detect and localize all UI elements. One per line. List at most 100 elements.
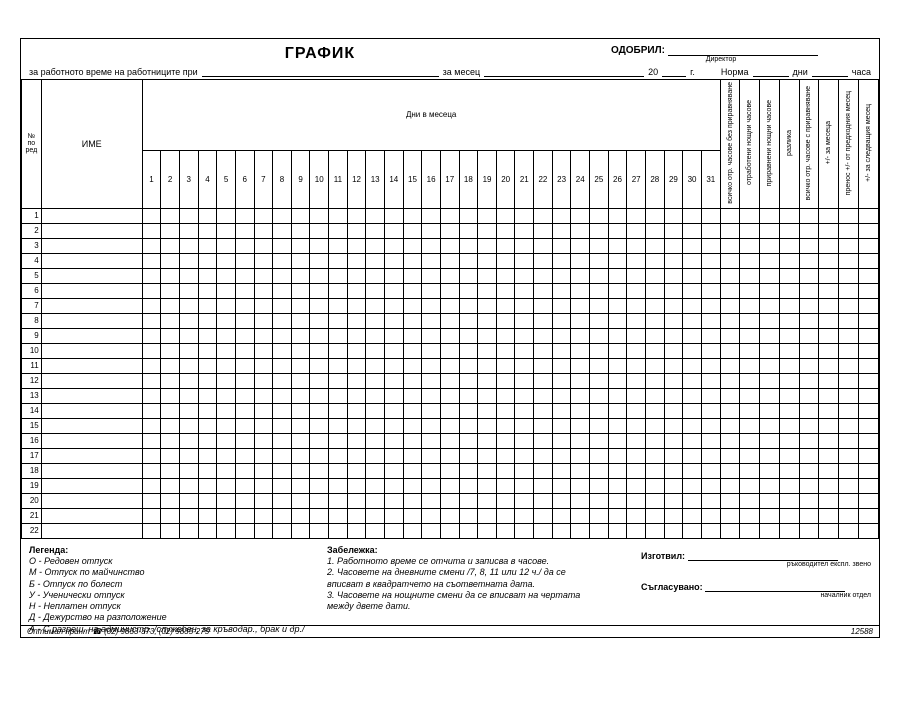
day-cell[interactable] xyxy=(496,373,515,388)
day-cell[interactable] xyxy=(645,403,664,418)
day-cell[interactable] xyxy=(273,343,292,358)
summary-cell[interactable] xyxy=(799,418,819,433)
day-cell[interactable] xyxy=(683,448,702,463)
norm-days-line[interactable] xyxy=(753,67,789,77)
summary-cell[interactable] xyxy=(858,313,878,328)
day-cell[interactable] xyxy=(403,463,422,478)
day-cell[interactable] xyxy=(478,463,497,478)
summary-cell[interactable] xyxy=(819,223,839,238)
day-cell[interactable] xyxy=(347,403,366,418)
day-cell[interactable] xyxy=(142,343,161,358)
summary-cell[interactable] xyxy=(720,373,740,388)
day-cell[interactable] xyxy=(496,388,515,403)
day-cell[interactable] xyxy=(273,448,292,463)
summary-cell[interactable] xyxy=(740,328,760,343)
day-cell[interactable] xyxy=(627,433,646,448)
day-cell[interactable] xyxy=(608,508,627,523)
day-cell[interactable] xyxy=(161,208,180,223)
day-cell[interactable] xyxy=(329,523,348,538)
day-cell[interactable] xyxy=(366,403,385,418)
day-cell[interactable] xyxy=(534,433,553,448)
day-cell[interactable] xyxy=(217,283,236,298)
day-cell[interactable] xyxy=(198,358,217,373)
day-cell[interactable] xyxy=(645,208,664,223)
summary-cell[interactable] xyxy=(720,463,740,478)
name-cell[interactable] xyxy=(41,493,142,508)
day-cell[interactable] xyxy=(217,343,236,358)
day-cell[interactable] xyxy=(459,328,478,343)
approved-signature-line[interactable] xyxy=(668,46,818,56)
day-cell[interactable] xyxy=(217,208,236,223)
day-cell[interactable] xyxy=(590,403,609,418)
summary-cell[interactable] xyxy=(740,403,760,418)
day-cell[interactable] xyxy=(571,253,590,268)
day-cell[interactable] xyxy=(273,328,292,343)
day-cell[interactable] xyxy=(273,418,292,433)
day-cell[interactable] xyxy=(291,238,310,253)
day-cell[interactable] xyxy=(459,298,478,313)
summary-cell[interactable] xyxy=(799,463,819,478)
day-cell[interactable] xyxy=(571,223,590,238)
day-cell[interactable] xyxy=(552,328,571,343)
day-cell[interactable] xyxy=(422,223,441,238)
day-cell[interactable] xyxy=(291,268,310,283)
day-cell[interactable] xyxy=(161,283,180,298)
day-cell[interactable] xyxy=(161,328,180,343)
day-cell[interactable] xyxy=(347,253,366,268)
day-cell[interactable] xyxy=(198,508,217,523)
day-cell[interactable] xyxy=(235,223,254,238)
summary-cell[interactable] xyxy=(720,283,740,298)
day-cell[interactable] xyxy=(254,328,273,343)
day-cell[interactable] xyxy=(329,463,348,478)
day-cell[interactable] xyxy=(478,238,497,253)
day-cell[interactable] xyxy=(385,223,404,238)
day-cell[interactable] xyxy=(179,298,198,313)
summary-cell[interactable] xyxy=(799,283,819,298)
day-cell[interactable] xyxy=(179,328,198,343)
day-cell[interactable] xyxy=(385,283,404,298)
day-cell[interactable] xyxy=(645,358,664,373)
day-cell[interactable] xyxy=(496,328,515,343)
day-cell[interactable] xyxy=(608,253,627,268)
summary-cell[interactable] xyxy=(799,298,819,313)
day-cell[interactable] xyxy=(235,388,254,403)
day-cell[interactable] xyxy=(347,478,366,493)
summary-cell[interactable] xyxy=(839,238,859,253)
summary-cell[interactable] xyxy=(799,358,819,373)
summary-cell[interactable] xyxy=(779,403,799,418)
day-cell[interactable] xyxy=(683,433,702,448)
summary-cell[interactable] xyxy=(760,478,780,493)
day-cell[interactable] xyxy=(422,388,441,403)
day-cell[interactable] xyxy=(496,523,515,538)
day-cell[interactable] xyxy=(142,403,161,418)
day-cell[interactable] xyxy=(403,373,422,388)
day-cell[interactable] xyxy=(347,238,366,253)
day-cell[interactable] xyxy=(645,418,664,433)
day-cell[interactable] xyxy=(254,403,273,418)
day-cell[interactable] xyxy=(310,403,329,418)
day-cell[interactable] xyxy=(478,313,497,328)
day-cell[interactable] xyxy=(478,253,497,268)
day-cell[interactable] xyxy=(683,298,702,313)
summary-cell[interactable] xyxy=(760,283,780,298)
summary-cell[interactable] xyxy=(858,238,878,253)
summary-cell[interactable] xyxy=(760,523,780,538)
summary-cell[interactable] xyxy=(799,268,819,283)
day-cell[interactable] xyxy=(422,298,441,313)
day-cell[interactable] xyxy=(403,328,422,343)
summary-cell[interactable] xyxy=(779,478,799,493)
day-cell[interactable] xyxy=(459,358,478,373)
day-cell[interactable] xyxy=(273,208,292,223)
day-cell[interactable] xyxy=(571,343,590,358)
day-cell[interactable] xyxy=(515,208,534,223)
summary-cell[interactable] xyxy=(858,388,878,403)
day-cell[interactable] xyxy=(385,508,404,523)
day-cell[interactable] xyxy=(310,508,329,523)
day-cell[interactable] xyxy=(161,388,180,403)
day-cell[interactable] xyxy=(440,433,459,448)
day-cell[interactable] xyxy=(291,208,310,223)
summary-cell[interactable] xyxy=(839,373,859,388)
summary-cell[interactable] xyxy=(760,208,780,223)
summary-cell[interactable] xyxy=(819,268,839,283)
summary-cell[interactable] xyxy=(720,208,740,223)
